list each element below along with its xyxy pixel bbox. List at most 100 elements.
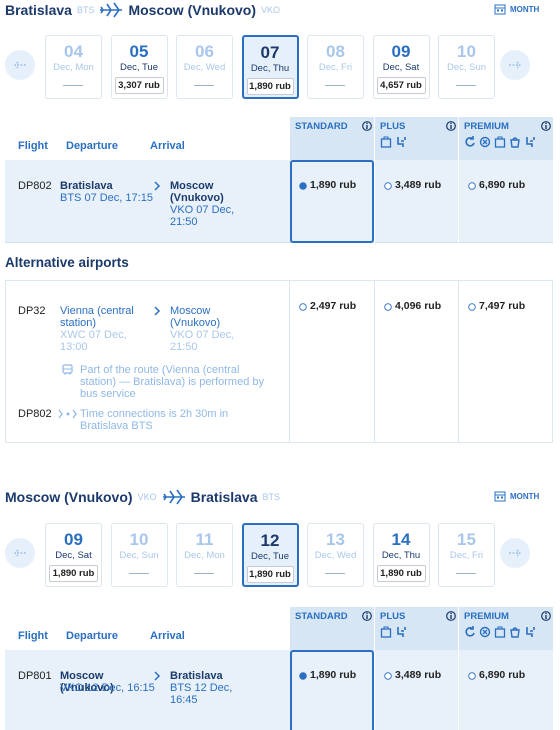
date-label: Dec, Tue: [119, 62, 159, 73]
date-day: 15: [457, 530, 476, 549]
date-arrow[interactable]: [5, 538, 35, 568]
date-card[interactable]: 08 Dec, Fri: [307, 35, 364, 99]
fare-header: PREMIUM: [459, 117, 553, 160]
date-day: 09: [391, 42, 411, 61]
date-arrow[interactable]: [500, 538, 530, 568]
flight-row: [5, 650, 553, 730]
date-card[interactable]: 09 Dec, Sat 4,657 rub: [372, 35, 430, 99]
date-day: 11: [195, 530, 214, 549]
fare-header: PREMIUM: [459, 607, 553, 650]
fare-price[interactable]: 4,096 rub: [395, 300, 442, 312]
selected-fare[interactable]: [290, 160, 374, 243]
chevron-icon: [154, 306, 161, 316]
fare-feature-icon: [510, 137, 520, 148]
date-dash: [194, 85, 214, 86]
date-card[interactable]: 05 Dec, Tue 3,307 rub: [110, 35, 168, 99]
date-day: 06: [195, 42, 214, 61]
fare-price[interactable]: 7,497 rub: [479, 300, 526, 312]
date-price: 1,890 rub: [246, 78, 294, 95]
date-label: Dec, Thu: [250, 63, 290, 74]
flight-row: [5, 160, 553, 243]
calendar-icon[interactable]: [494, 3, 506, 15]
flight-number: DP802: [18, 180, 52, 192]
fare-name: STANDARD: [295, 611, 348, 622]
fare-radio[interactable]: [384, 672, 392, 680]
column-header: Arrival: [150, 630, 185, 642]
fare-name: PREMIUM: [464, 611, 509, 622]
plane-icon: [100, 2, 123, 18]
date-card[interactable]: 06 Dec, Wed: [176, 35, 233, 99]
date-arrow[interactable]: [500, 50, 530, 80]
date-label: Dec, Wed: [314, 550, 357, 561]
fare-radio[interactable]: [384, 303, 392, 311]
date-label: Dec, Mon: [184, 550, 225, 561]
date-label: Dec, Fri: [449, 550, 484, 561]
date-card[interactable]: 14 Dec, Thu 1,890 rub: [372, 523, 430, 587]
destination-city: Moscow (Vnukovo): [128, 2, 257, 18]
fare-radio[interactable]: [299, 182, 307, 190]
fare-radio[interactable]: [299, 672, 307, 680]
date-price: 1,890 rub: [49, 565, 98, 582]
connection-icon: [58, 409, 77, 419]
date-label: Dec, Tue: [250, 551, 290, 562]
date-arrow[interactable]: [5, 50, 35, 80]
fare-radio[interactable]: [468, 303, 476, 311]
section-title: Alternative airports: [5, 255, 129, 270]
fare-price[interactable]: 2,497 rub: [310, 300, 357, 312]
fare-radio[interactable]: [468, 672, 476, 680]
date-card[interactable]: 04 Dec, Mon: [45, 35, 102, 99]
fare-feature-icon: [526, 627, 535, 637]
route-header: Bratislava BTS Moscow (Vnukovo) VKO: [5, 0, 280, 20]
fare-price[interactable]: 1,890 rub: [310, 179, 357, 191]
date-card[interactable]: 12 Dec, Tue 1,890 rub: [241, 523, 299, 587]
date-day: 05: [129, 42, 149, 61]
fare-name: PLUS: [380, 121, 406, 132]
fare-header: STANDARD: [290, 117, 374, 160]
date-day: 10: [457, 42, 476, 61]
date-card[interactable]: 10 Dec, Sun: [110, 523, 168, 587]
flight-number: DP32: [18, 305, 46, 317]
date-label: Dec, Wed: [183, 62, 226, 73]
fare-radio[interactable]: [384, 182, 392, 190]
month-link[interactable]: MONTH: [510, 5, 540, 14]
column-header: Departure: [66, 140, 118, 152]
fare-price[interactable]: 3,489 rub: [395, 669, 442, 681]
flight-number: DP801: [18, 670, 52, 682]
date-card[interactable]: 15 Dec, Fri: [438, 523, 495, 587]
month-link[interactable]: MONTH: [510, 492, 540, 501]
column-divider: [458, 281, 459, 442]
arrival-details: VKO 07 Dec, 21:50: [170, 204, 235, 228]
date-day: 07: [260, 43, 280, 62]
fare-price[interactable]: 3,489 rub: [395, 179, 442, 191]
date-dash: [325, 573, 345, 574]
departure-city: Moscow (Vnukovo): [60, 670, 114, 694]
date-day: 08: [326, 42, 345, 61]
fare-feature-icon: [479, 626, 491, 638]
fare-feature-icon: [380, 136, 392, 148]
destination-city: Bratislava: [190, 489, 258, 505]
fare-radio[interactable]: [468, 182, 476, 190]
fare-price[interactable]: 1,890 rub: [310, 669, 357, 681]
info-icon: [446, 611, 456, 621]
date-label: Dec, Sun: [119, 550, 159, 561]
origin-city: Moscow (Vnukovo): [5, 489, 133, 505]
column-divider: [458, 160, 459, 243]
date-card[interactable]: 07 Dec, Thu 1,890 rub: [241, 35, 299, 99]
date-card[interactable]: 09 Dec, Sat 1,890 rub: [45, 523, 102, 587]
fare-radio[interactable]: [299, 303, 307, 311]
date-card[interactable]: 11 Dec, Mon: [176, 523, 233, 587]
date-day: 10: [129, 530, 149, 549]
plane-icon: [162, 489, 185, 505]
fare-price[interactable]: 6,890 rub: [479, 669, 526, 681]
date-card[interactable]: 10 Dec, Sun: [438, 35, 495, 99]
info-icon: [541, 611, 551, 621]
date-day: 12: [260, 531, 280, 550]
date-dash: [325, 85, 345, 86]
destination-code: VKO: [261, 5, 281, 15]
fare-price[interactable]: 6,890 rub: [479, 179, 526, 191]
calendar-icon[interactable]: [494, 490, 506, 502]
origin-code: VKO: [137, 492, 157, 502]
date-price: 1,890 rub: [246, 566, 294, 583]
selected-fare[interactable]: [290, 650, 374, 730]
date-card[interactable]: 13 Dec, Wed: [307, 523, 364, 587]
